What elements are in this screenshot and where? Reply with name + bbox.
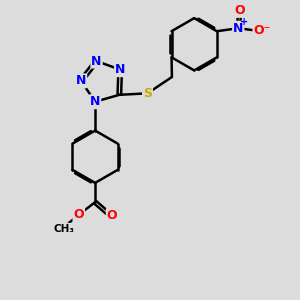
Text: S: S [143, 87, 152, 100]
Text: CH₃: CH₃ [53, 224, 74, 234]
Text: O: O [74, 208, 84, 221]
Text: N: N [233, 22, 243, 35]
Text: O: O [234, 4, 245, 17]
Text: +: + [240, 17, 248, 27]
Text: O⁻: O⁻ [254, 24, 271, 37]
Text: N: N [92, 55, 102, 68]
Text: N: N [115, 63, 125, 76]
Text: O: O [107, 209, 117, 222]
Text: N: N [90, 95, 100, 108]
Text: N: N [76, 74, 86, 87]
